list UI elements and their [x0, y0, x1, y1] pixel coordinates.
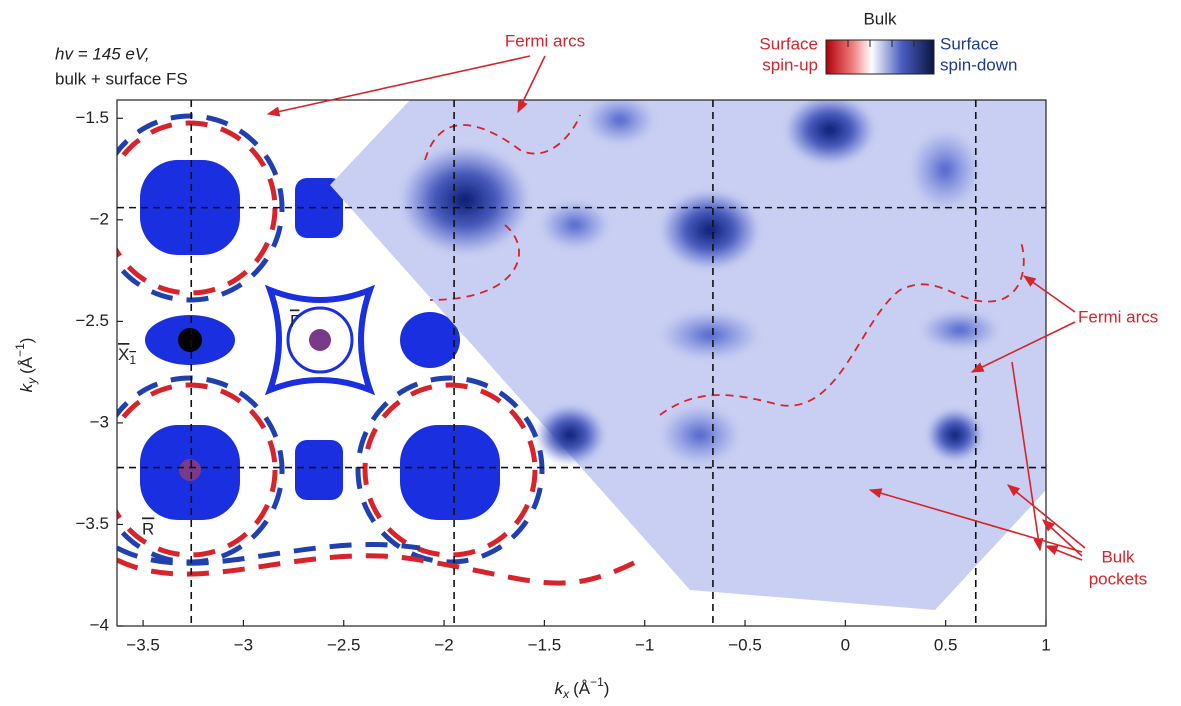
arrow: [1044, 545, 1083, 561]
x-tick-label: −2: [434, 635, 453, 654]
colorbar-ticks: [847, 40, 915, 47]
arrow: [1011, 361, 1044, 552]
heatmap-image: [117, 100, 1046, 610]
fermi-arc-guides: [424, 114, 1025, 416]
y-tick-label: −3.5: [75, 514, 109, 533]
x-tick-label: 1: [1041, 635, 1050, 654]
plot-frame: [116, 99, 1047, 627]
point-label: Γ: [290, 311, 299, 330]
y-tick-label: −2: [90, 209, 109, 228]
colorbar: [825, 39, 935, 75]
x-tick-label: −1.5: [528, 635, 562, 654]
x-tick-label: −1: [635, 635, 654, 654]
arrow: [1022, 275, 1076, 313]
annotation: Fermi arcs: [1078, 307, 1158, 326]
annotation: Bulk: [1101, 547, 1135, 566]
annotation: Fermi arcs: [505, 31, 585, 50]
y-axis-label: ky(Å−1): [13, 338, 39, 393]
colorbar-label: spin-down: [940, 55, 1018, 74]
x-axis-label: kx (Å−1): [555, 675, 610, 701]
arrow: [970, 321, 1076, 373]
y-tick-label: −3: [90, 412, 109, 431]
x-tick-label: −3: [234, 635, 253, 654]
colorbar-title: Bulk: [863, 9, 897, 28]
y-tick-label: −2.5: [75, 311, 109, 330]
colorbar-label: Surface: [940, 34, 999, 53]
y-tick-label: −4: [90, 615, 109, 634]
x-tick-label: −0.5: [728, 635, 762, 654]
arrow: [1042, 519, 1083, 557]
x-tick-label: 0: [841, 635, 850, 654]
y-tick-label: −1.5: [75, 108, 109, 127]
arrow: [517, 55, 546, 114]
spin-texture: [117, 113, 642, 586]
x-tick-label: 0.5: [934, 635, 958, 654]
annotation: bulk + surface FS: [55, 69, 188, 88]
colorbar-label: spin-up: [762, 55, 818, 74]
point-label: X1: [118, 345, 136, 367]
arrow: [868, 488, 1083, 553]
arrow: [1007, 484, 1086, 549]
colorbar-label: Surface: [759, 34, 818, 53]
point-label: R: [142, 519, 154, 538]
arrow: [266, 55, 531, 117]
x-tick-label: −2.5: [327, 635, 361, 654]
x-tick-label: −3.5: [126, 635, 160, 654]
annotation: hv = 145 eV,: [55, 44, 150, 63]
annotation: pockets: [1089, 569, 1148, 588]
